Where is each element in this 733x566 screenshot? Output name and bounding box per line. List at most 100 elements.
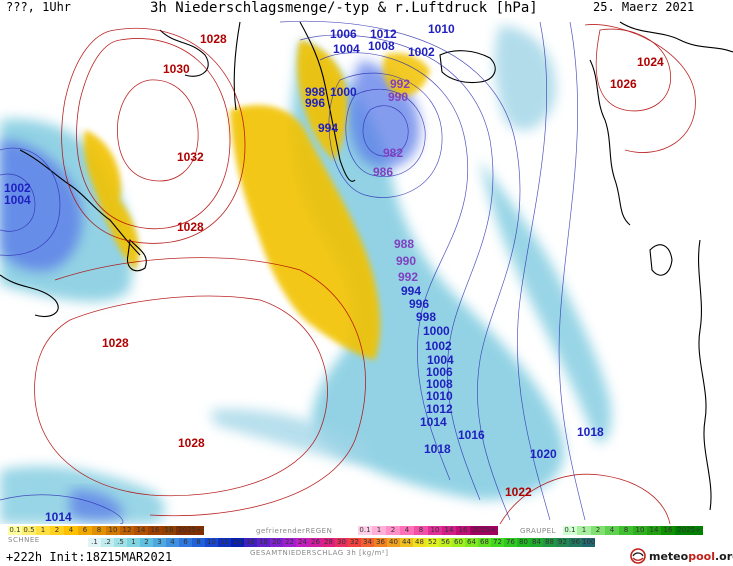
- isobar-label: 1008: [426, 377, 453, 391]
- legend-snow-swatch: 2025+: [176, 526, 204, 535]
- isobar-label: 1026: [610, 77, 637, 91]
- isobar-label: 998: [305, 85, 325, 99]
- legend-freezing-rain-swatch: 8: [414, 526, 428, 535]
- legend-graupel-swatch: 10: [633, 526, 647, 535]
- legend-graupel-swatch: 2: [591, 526, 605, 535]
- logo-accent: pool: [688, 549, 715, 563]
- legend-total-label: GESAMTNIEDERSCHLAG 3h [kg/m²]: [250, 549, 389, 557]
- isobar-label: 1030: [163, 62, 190, 76]
- legend-total-swatch: 36: [374, 538, 387, 547]
- isobar-label: 1002: [4, 181, 31, 195]
- forecast-init-label: +222h Init:18Z15MAR2021: [6, 550, 173, 564]
- logo-post: .org: [714, 549, 733, 563]
- isobar-label: 1018: [424, 442, 451, 456]
- coastlines: [0, 21, 733, 511]
- legend-total-swatch: 92: [556, 538, 569, 547]
- snow-field-west: [83, 130, 140, 270]
- rain-strip-south: [210, 409, 371, 462]
- legend-total-swatch: 32: [348, 538, 361, 547]
- isobar-low-southwest: [0, 494, 124, 524]
- isobar-label: 990: [388, 90, 408, 104]
- legend-graupel-swatch: 16: [661, 526, 675, 535]
- isobar-label: 1004: [4, 193, 31, 207]
- legend-total-swatch: 18: [257, 538, 270, 547]
- legend-snow-label: SCHNEE: [8, 536, 40, 544]
- legend-total-swatch: 30: [335, 538, 348, 547]
- header-bar: ???, 1Uhr 3h Niederschlagsmenge/-typ & r…: [0, 0, 733, 18]
- isobar-label: 1024: [637, 55, 664, 69]
- legend-graupel-swatch: 2025+: [675, 526, 703, 535]
- isobar-label: 992: [398, 270, 418, 284]
- isobar-label: 998: [416, 310, 436, 324]
- legend-total-swatch: 52: [426, 538, 439, 547]
- isobar-low-ring: [345, 88, 426, 177]
- legend-graupel-scale: 0.1 1 2 4 8 10 14 16 2025+: [563, 526, 703, 535]
- legend-total-swatch: .5: [114, 538, 127, 547]
- weather-map: 1028 1030 1032 1028 1028 1028 1024 1026 …: [0, 18, 733, 524]
- isobar-label: 994: [401, 284, 421, 298]
- rain-band-east: [480, 160, 612, 443]
- legend-freezing-rain-swatch: 2: [386, 526, 400, 535]
- legend-total-swatch: 76: [504, 538, 517, 547]
- legend-graupel-swatch: 0.1: [563, 526, 577, 535]
- isobar-label: 986: [373, 165, 393, 179]
- legend-total-swatch: 84: [530, 538, 543, 547]
- rain-band-north: [494, 25, 556, 131]
- legend-total-swatch: 6: [179, 538, 192, 547]
- legend-total-swatch: 24: [296, 538, 309, 547]
- coastline-greenland-east: [299, 21, 356, 182]
- isobar-label: 994: [318, 121, 338, 135]
- isobar-label: 1032: [177, 150, 204, 164]
- isobar-label: 1010: [428, 22, 455, 36]
- isobar-low-west: [0, 173, 36, 232]
- legend-total-swatch: 48: [413, 538, 426, 547]
- isobar-high-wide: [54, 257, 366, 517]
- legend-snow-scale: 0.1 0.5 1 2 4 6 8 10 12 14 16 18 2025+: [8, 526, 204, 535]
- isobar-high-ring: [117, 79, 199, 182]
- legend-total-swatch: 2: [140, 538, 153, 547]
- isobar-label: 990: [396, 254, 416, 268]
- legend-total-swatch: 28: [322, 538, 335, 547]
- globe-icon: [630, 548, 646, 564]
- logo-pre: meteo: [649, 549, 689, 563]
- isobar-label: 988: [394, 237, 414, 251]
- isobar-label: 992: [390, 77, 410, 91]
- map-title: 3h Niederschlagsmenge/-typ & r.Luftdruck…: [150, 0, 538, 16]
- legend-total-swatch: 10: [205, 538, 218, 547]
- isobar-label: 1020: [530, 447, 557, 461]
- forecast-date: 25. Maerz 2021: [593, 0, 695, 14]
- legend-snow-swatch: 6: [78, 526, 92, 535]
- legend-snow-swatch: 2: [50, 526, 64, 535]
- isobars-low: [0, 20, 586, 524]
- isobar-label: 1028: [102, 336, 129, 350]
- isobar-low-sweep: [319, 52, 469, 481]
- isobar-label: 1014: [45, 510, 72, 524]
- coastline-norway: [589, 59, 631, 226]
- coastline-newfoundland: [126, 238, 147, 272]
- legend-snow-swatch: 0.5: [22, 526, 36, 535]
- rain-field-southwest-core: [70, 489, 125, 521]
- weekday-time-label: ???, 1Uhr: [6, 0, 72, 14]
- legend-total-swatch: 68: [478, 538, 491, 547]
- legend-freezing-rain-scale: 0.1 1 2 4 8 10 14 16 2025+: [358, 526, 498, 535]
- isobars-high: [34, 24, 696, 524]
- isobar-high-wide: [34, 295, 328, 497]
- meteopool-logo[interactable]: meteopool.org: [630, 548, 733, 564]
- coastline-europe-west: [698, 239, 712, 511]
- isobar-label: 1000: [330, 85, 357, 99]
- coastline-hudson: [0, 274, 59, 318]
- isobar-label: 1006: [426, 365, 453, 379]
- legend-total-swatch: 20: [270, 538, 283, 547]
- legend-area: 0.1 0.5 1 2 4 6 8 10 12 14 16 18 2025+ SCHNEE gefrie…: [0, 524, 733, 566]
- legend-freezing-rain-label: gefrierenderREGEN: [256, 527, 333, 535]
- isobar-label: 1002: [408, 45, 435, 59]
- legend-freezing-rain-swatch: 1: [372, 526, 386, 535]
- isobar-label: 996: [409, 297, 429, 311]
- legend-total-swatch: 88: [543, 538, 556, 547]
- isobar-label: 1008: [368, 39, 395, 53]
- legend-snow-swatch: 12: [120, 526, 134, 535]
- logo-wordmark: meteopool.org: [649, 550, 733, 563]
- coastline-scandinavia-north: [619, 21, 733, 53]
- legend-total-swatch: 34: [361, 538, 374, 547]
